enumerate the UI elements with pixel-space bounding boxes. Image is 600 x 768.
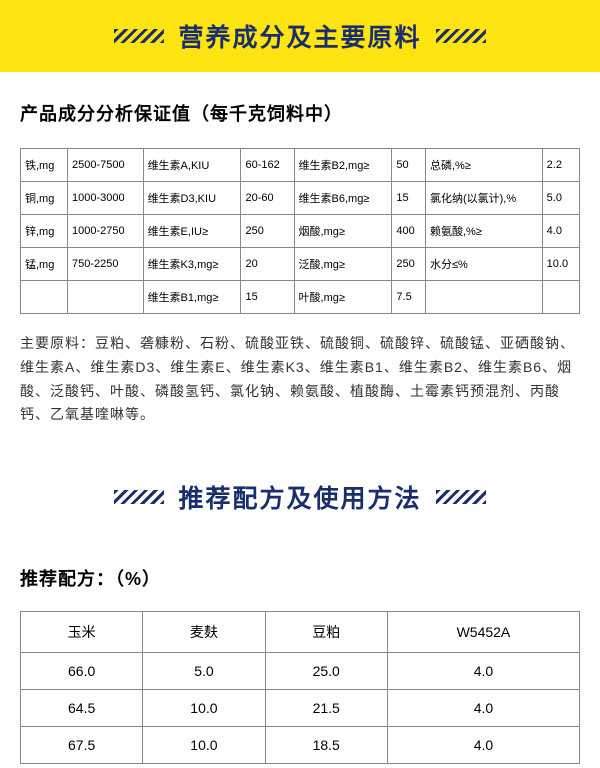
table-cell: 烟酸,mg≥ (294, 215, 392, 248)
stripe-left (114, 29, 164, 43)
stripe-right-2 (436, 490, 486, 504)
table-cell: 1000-3000 (68, 182, 144, 215)
table-cell: 维生素B2,mg≥ (294, 149, 392, 182)
formula-section: 推荐配方：（%） 玉米麦麸豆粕W5452A 66.05.025.04.0 64.5… (0, 565, 600, 764)
table-cell: 铜,mg (21, 182, 68, 215)
table-cell: 66.0 (21, 653, 143, 690)
table-cell: 64.5 (21, 690, 143, 727)
table-cell: 维生素E,IU≥ (143, 215, 241, 248)
table-cell (21, 281, 68, 314)
table-cell: 2.2 (542, 149, 579, 182)
formula-banner: 推荐配方及使用方法 (0, 457, 600, 537)
table-cell: 维生素B1,mg≥ (143, 281, 241, 314)
nutrition-banner: 营养成分及主要原料 (0, 0, 600, 72)
stripe-left-2 (114, 490, 164, 504)
table-cell: 60-162 (241, 149, 294, 182)
table-cell: 18.5 (265, 727, 387, 764)
table-cell: 4.0 (387, 653, 579, 690)
table-cell: 赖氨酸,%≥ (425, 215, 542, 248)
table-cell: 水分≤% (425, 248, 542, 281)
table-cell: 维生素K3,mg≥ (143, 248, 241, 281)
table-cell: 1000-2750 (68, 215, 144, 248)
table-cell: 2500-7500 (68, 149, 144, 182)
table-cell: 4.0 (542, 215, 579, 248)
table-cell: 25.0 (265, 653, 387, 690)
table-cell: 67.5 (21, 727, 143, 764)
table-cell (542, 281, 579, 314)
table-cell: 10.0 (143, 690, 265, 727)
table-cell: 4.0 (387, 727, 579, 764)
ingredients-text: 主要原料：豆粕、砻糠粉、石粉、硫酸亚铁、硫酸铜、硫酸锌、硫酸锰、亚硒酸钠、维生素… (20, 332, 580, 427)
table-cell: 锌,mg (21, 215, 68, 248)
table-cell: 250 (241, 215, 294, 248)
table-header: 豆粕 (265, 612, 387, 653)
table-cell: 400 (392, 215, 426, 248)
section1-heading: 产品成分分析保证值（每千克饲料中） (20, 100, 580, 126)
table-cell: 10.0 (542, 248, 579, 281)
table-cell: 泛酸,mg≥ (294, 248, 392, 281)
stripe-right (436, 29, 486, 43)
table-cell: 铁,mg (21, 149, 68, 182)
formula-table: 玉米麦麸豆粕W5452A 66.05.025.04.0 64.510.021.54… (20, 611, 580, 764)
table-cell: 锰,mg (21, 248, 68, 281)
table-cell: 50 (392, 149, 426, 182)
table-cell: 250 (392, 248, 426, 281)
table-cell: 21.5 (265, 690, 387, 727)
table-cell: 20-60 (241, 182, 294, 215)
table-header: 玉米 (21, 612, 143, 653)
table-cell (68, 281, 144, 314)
table-cell: 15 (241, 281, 294, 314)
table-cell: 15 (392, 182, 426, 215)
table-cell: 20 (241, 248, 294, 281)
table-cell: 维生素B6,mg≥ (294, 182, 392, 215)
table-cell: 750-2250 (68, 248, 144, 281)
nutrition-table: 铁,mg2500-7500维生素A,KIU60-162维生素B2,mg≥50总磷… (20, 148, 580, 314)
table-cell: 4.0 (387, 690, 579, 727)
table-cell: 维生素A,KIU (143, 149, 241, 182)
table-cell: 7.5 (392, 281, 426, 314)
table-cell: 维生素D3,KIU (143, 182, 241, 215)
table-cell: 5.0 (542, 182, 579, 215)
nutrition-section: 产品成分分析保证值（每千克饲料中） 铁,mg2500-7500维生素A,KIU6… (0, 72, 600, 427)
table-header: 麦麸 (143, 612, 265, 653)
table-cell: 氯化纳(以氯计),% (425, 182, 542, 215)
table-header: W5452A (387, 612, 579, 653)
table-cell: 叶酸,mg≥ (294, 281, 392, 314)
table-cell (425, 281, 542, 314)
banner2-title: 推荐配方及使用方法 (178, 479, 421, 515)
section2-heading: 推荐配方：（%） (20, 565, 580, 591)
banner1-title: 营养成分及主要原料 (178, 18, 421, 54)
table-cell: 5.0 (143, 653, 265, 690)
table-cell: 10.0 (143, 727, 265, 764)
table-cell: 总磷,%≥ (425, 149, 542, 182)
